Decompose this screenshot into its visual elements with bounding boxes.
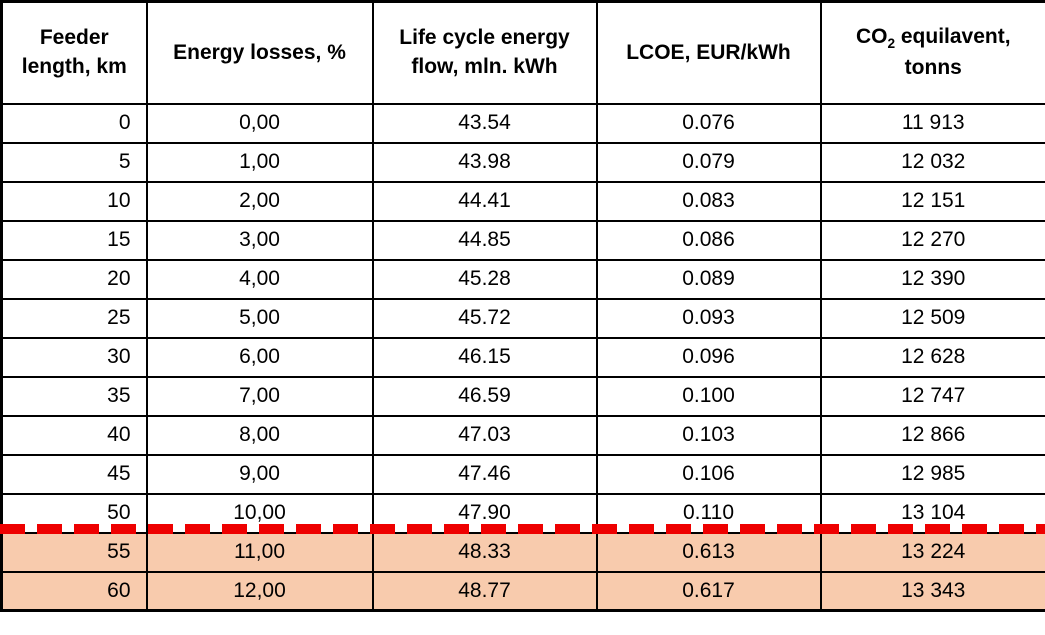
cell-energy-losses: 5,00 [145,297,374,339]
cell-co2-equivalent: 12 270 [819,219,1045,261]
cell-lcoe: 0.100 [595,375,822,417]
cell-energy-losses: 2,00 [145,180,374,222]
co2-label-rest: equilavent, tonns [895,25,1011,79]
col-header-feeder-length: Feeder length, km [0,0,148,105]
col-header-life-cycle-energy-flow: Life cycle energy flow, mln. kWh [371,0,598,105]
cell-feeder-length: 20 [0,258,148,300]
cell-energy-losses: 10,00 [145,492,374,534]
co2-label-base: CO [855,25,888,49]
cell-life-cycle-energy-flow: 43.54 [371,102,598,144]
cell-life-cycle-energy-flow: 47.90 [371,492,598,534]
cell-life-cycle-energy-flow: 45.28 [371,258,598,300]
cell-feeder-length: 15 [0,219,148,261]
cell-co2-equivalent: 12 628 [819,336,1045,378]
table-row: 55 11,00 48.33 0.613 13 224 [0,531,1045,573]
table-row: 0 0,00 43.54 0.076 11 913 [0,102,1045,144]
cell-feeder-length: 40 [0,414,148,456]
cell-co2-equivalent: 12 509 [819,297,1045,339]
cell-life-cycle-energy-flow: 48.33 [371,531,598,573]
cell-energy-losses: 3,00 [145,219,374,261]
cell-co2-equivalent: 11 913 [819,102,1045,144]
cell-feeder-length: 30 [0,336,148,378]
table-row: 35 7,00 46.59 0.100 12 747 [0,375,1045,417]
cell-feeder-length: 10 [0,180,148,222]
table-row: 25 5,00 45.72 0.093 12 509 [0,297,1045,339]
cell-co2-equivalent: 13 224 [819,531,1045,573]
co2-subscript: 2 [887,36,896,52]
cell-lcoe: 0.086 [595,219,822,261]
table-row: 30 6,00 46.15 0.096 12 628 [0,336,1045,378]
col-header-energy-losses: Energy losses, % [145,0,374,105]
cell-life-cycle-energy-flow: 44.41 [371,180,598,222]
cell-lcoe: 0.076 [595,102,822,144]
feeder-length-results-table: Feeder length, km Energy losses, % Life … [0,0,1045,612]
cell-feeder-length: 45 [0,453,148,495]
cell-energy-losses: 9,00 [145,453,374,495]
cell-feeder-length: 35 [0,375,148,417]
cell-life-cycle-energy-flow: 45.72 [371,297,598,339]
cell-co2-equivalent: 12 747 [819,375,1045,417]
cell-feeder-length: 25 [0,297,148,339]
cell-co2-equivalent: 13 343 [819,570,1045,612]
table-row: 40 8,00 47.03 0.103 12 866 [0,414,1045,456]
cell-life-cycle-energy-flow: 47.03 [371,414,598,456]
table-row: 50 10,00 47.90 0.110 13 104 [0,492,1045,534]
table-row: 15 3,00 44.85 0.086 12 270 [0,219,1045,261]
cell-lcoe: 0.089 [595,258,822,300]
cell-feeder-length: 5 [0,141,148,183]
cell-life-cycle-energy-flow: 46.15 [371,336,598,378]
table-row: 60 12,00 48.77 0.617 13 343 [0,570,1045,612]
cell-energy-losses: 12,00 [145,570,374,612]
cell-lcoe: 0.613 [595,531,822,573]
cell-lcoe: 0.106 [595,453,822,495]
cell-energy-losses: 0,00 [145,102,374,144]
cell-life-cycle-energy-flow: 47.46 [371,453,598,495]
cell-co2-equivalent: 12 866 [819,414,1045,456]
cell-energy-losses: 11,00 [145,531,374,573]
table-row: 5 1,00 43.98 0.079 12 032 [0,141,1045,183]
cell-feeder-length: 55 [0,531,148,573]
cell-lcoe: 0.083 [595,180,822,222]
cell-feeder-length: 0 [0,102,148,144]
col-header-lcoe: LCOE, EUR/kWh [595,0,822,105]
cell-lcoe: 0.110 [595,492,822,534]
col-header-co2-equivalent: CO2 equilavent, tonns [819,0,1045,105]
cell-lcoe: 0.096 [595,336,822,378]
cell-life-cycle-energy-flow: 44.85 [371,219,598,261]
cell-energy-losses: 8,00 [145,414,374,456]
cell-energy-losses: 1,00 [145,141,374,183]
cell-feeder-length: 50 [0,492,148,534]
table-row: 10 2,00 44.41 0.083 12 151 [0,180,1045,222]
cell-co2-equivalent: 12 032 [819,141,1045,183]
cell-energy-losses: 4,00 [145,258,374,300]
cell-co2-equivalent: 12 390 [819,258,1045,300]
table-row: 20 4,00 45.28 0.089 12 390 [0,258,1045,300]
table-row: 45 9,00 47.46 0.106 12 985 [0,453,1045,495]
cell-co2-equivalent: 12 151 [819,180,1045,222]
cell-feeder-length: 60 [0,570,148,612]
header-row: Feeder length, km Energy losses, % Life … [0,0,1045,105]
cell-life-cycle-energy-flow: 43.98 [371,141,598,183]
cell-life-cycle-energy-flow: 46.59 [371,375,598,417]
cell-co2-equivalent: 13 104 [819,492,1045,534]
cell-energy-losses: 7,00 [145,375,374,417]
cell-lcoe: 0.079 [595,141,822,183]
table-body: 0 0,00 43.54 0.076 11 913 5 1,00 43.98 0.079 12 0… [0,102,1045,612]
cell-lcoe: 0.617 [595,570,822,612]
cell-lcoe: 0.103 [595,414,822,456]
cell-co2-equivalent: 12 985 [819,453,1045,495]
cell-energy-losses: 6,00 [145,336,374,378]
cell-life-cycle-energy-flow: 48.77 [371,570,598,612]
cell-lcoe: 0.093 [595,297,822,339]
